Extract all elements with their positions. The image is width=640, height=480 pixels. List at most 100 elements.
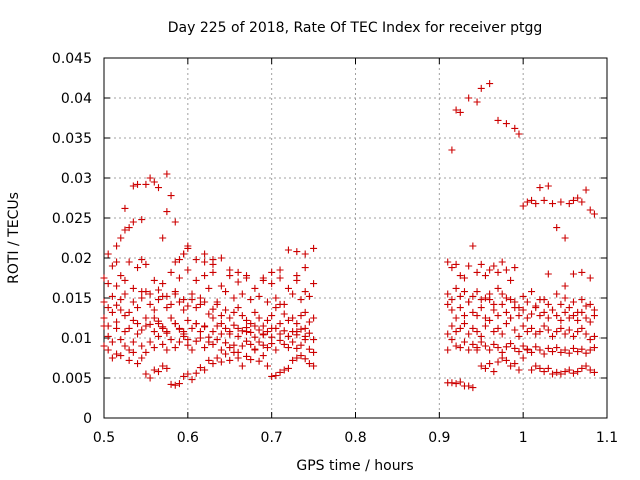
- data-point: [205, 284, 213, 292]
- data-point: [129, 338, 137, 346]
- data-point: [284, 246, 292, 254]
- data-point: [590, 368, 598, 376]
- data-point: [209, 305, 217, 313]
- data-point: [167, 380, 175, 388]
- data-point: [473, 98, 481, 106]
- data-point: [528, 348, 536, 356]
- data-point: [234, 304, 242, 312]
- data-point: [217, 254, 225, 262]
- data-point: [142, 180, 150, 188]
- data-point: [121, 204, 129, 212]
- data-point: [272, 294, 280, 302]
- data-point: [305, 360, 313, 368]
- data-point: [498, 300, 506, 308]
- data-point: [519, 322, 527, 330]
- data-point: [511, 326, 519, 334]
- data-point: [578, 296, 586, 304]
- data-point: [574, 348, 582, 356]
- data-point: [125, 356, 133, 364]
- data-point: [263, 344, 271, 352]
- data-point: [217, 320, 225, 328]
- data-point: [460, 338, 468, 346]
- data-point: [263, 328, 271, 336]
- data-point: [582, 362, 590, 370]
- data-point: [217, 358, 225, 366]
- data-point: [465, 262, 473, 270]
- data-point: [452, 260, 460, 268]
- data-point: [167, 300, 175, 308]
- data-point: [175, 274, 183, 282]
- data-point: [519, 292, 527, 300]
- data-point: [574, 194, 582, 202]
- data-point: [444, 330, 452, 338]
- data-point: [150, 344, 158, 352]
- data-point: [150, 328, 158, 336]
- data-point: [498, 348, 506, 356]
- data-point: [180, 296, 188, 304]
- data-point: [175, 256, 183, 264]
- y-tick-label: 0.02: [61, 251, 92, 267]
- data-point: [490, 300, 498, 308]
- data-point: [100, 314, 108, 322]
- data-point: [569, 344, 577, 352]
- data-point: [540, 308, 548, 316]
- data-point: [251, 333, 259, 341]
- data-point: [553, 290, 561, 298]
- data-point: [238, 290, 246, 298]
- y-tick-label: 0: [83, 411, 92, 427]
- data-point: [490, 340, 498, 348]
- data-point: [494, 312, 502, 320]
- data-point: [469, 308, 477, 316]
- data-point: [222, 339, 230, 347]
- data-point: [129, 218, 137, 226]
- data-point: [243, 352, 251, 360]
- data-point: [486, 316, 494, 324]
- data-point: [310, 362, 318, 370]
- data-point: [532, 343, 540, 351]
- data-point: [201, 258, 209, 266]
- data-point: [276, 368, 284, 376]
- data-point: [565, 304, 573, 312]
- data-point: [452, 106, 460, 114]
- data-point: [138, 288, 146, 296]
- data-point: [515, 312, 523, 320]
- data-point: [138, 294, 146, 302]
- data-point: [305, 318, 313, 326]
- data-point: [502, 320, 510, 328]
- data-point: [515, 130, 523, 138]
- data-point: [243, 337, 251, 345]
- data-point: [134, 330, 142, 338]
- data-point: [213, 298, 221, 306]
- data-point: [255, 292, 263, 300]
- data-point: [523, 328, 531, 336]
- data-point: [142, 314, 150, 322]
- data-point: [532, 362, 540, 370]
- data-point: [586, 318, 594, 326]
- data-point: [243, 272, 251, 280]
- data-point: [578, 345, 586, 353]
- data-point: [154, 286, 162, 294]
- data-point: [117, 306, 125, 314]
- data-point: [121, 342, 129, 350]
- data-point: [259, 341, 267, 349]
- data-point: [557, 370, 565, 378]
- data-point: [448, 264, 456, 272]
- data-point: [586, 274, 594, 282]
- data-point: [251, 322, 259, 330]
- data-point: [528, 324, 536, 332]
- data-point: [536, 184, 544, 192]
- data-point: [523, 314, 531, 322]
- data-point: [272, 304, 280, 312]
- data-point: [276, 320, 284, 328]
- data-point: [171, 320, 179, 328]
- data-point: [528, 288, 536, 296]
- data-point: [175, 298, 183, 306]
- data-point: [528, 196, 536, 204]
- data-point: [590, 306, 598, 314]
- data-point: [188, 290, 196, 298]
- data-point: [561, 330, 569, 338]
- data-point: [192, 369, 200, 377]
- data-point: [171, 288, 179, 296]
- data-point: [125, 258, 133, 266]
- data-point: [284, 364, 292, 372]
